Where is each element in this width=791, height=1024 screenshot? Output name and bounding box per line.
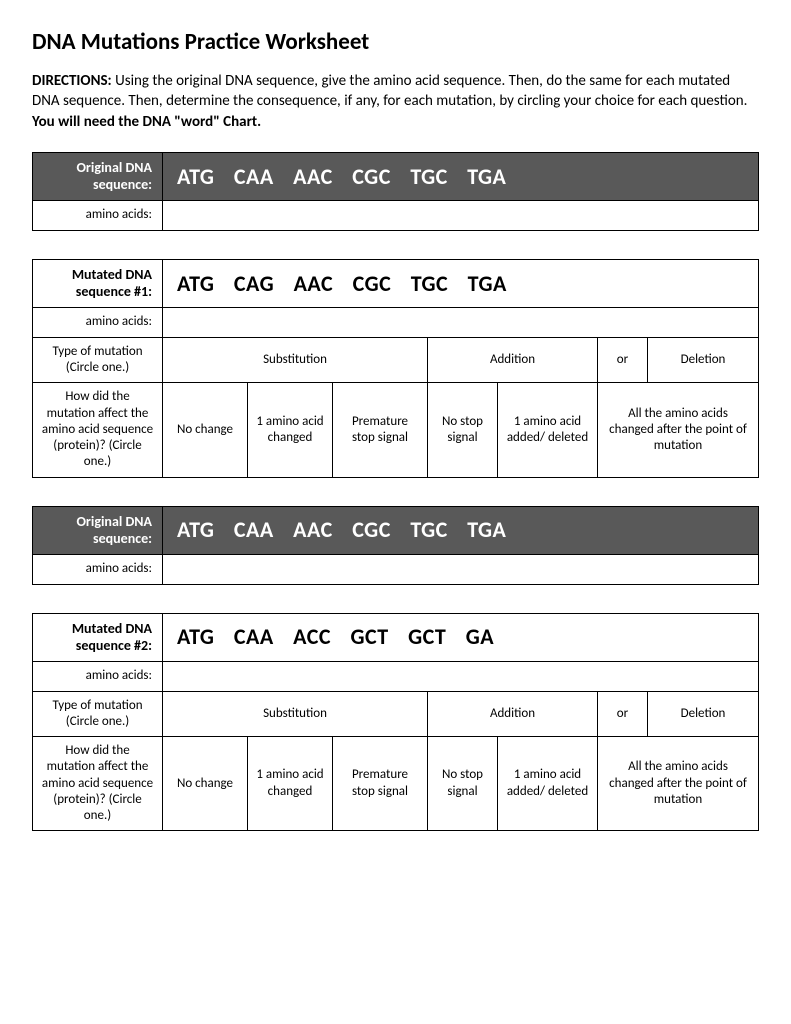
cell-amino-blank[interactable] xyxy=(163,307,759,337)
cell-mutated1-sequence: ATG CAG AAC CGC TGC TGA xyxy=(163,259,759,307)
original-sequence-table-1: Original DNA sequence: ATG CAA AAC CGC T… xyxy=(32,152,759,231)
cell-original-sequence: ATG CAA AAC CGC TGC TGA xyxy=(163,152,759,200)
mutated-sequence-table-1: Mutated DNA sequence #1: ATG CAG AAC CGC… xyxy=(32,259,759,478)
choice-substitution[interactable]: Substitution xyxy=(163,691,428,737)
directions-label: DIRECTIONS: xyxy=(32,72,112,90)
cell-original-sequence: ATG CAA AAC CGC TGC TGA xyxy=(163,506,759,554)
choice-addition[interactable]: Addition xyxy=(428,691,598,737)
choice-no-change[interactable]: No change xyxy=(163,383,248,477)
choice-substitution[interactable]: Substitution xyxy=(163,337,428,383)
cell-mutated2-sequence: ATG CAA ACC GCT GCT GA xyxy=(163,613,759,661)
choice-no-stop[interactable]: No stop signal xyxy=(428,383,498,477)
choice-or: or xyxy=(598,691,648,737)
choice-premature[interactable]: Premature stop signal xyxy=(333,737,428,831)
mutated-sequence-table-2: Mutated DNA sequence #2: ATG CAA ACC GCT… xyxy=(32,613,759,832)
cell-type-label: Type of mutation (Circle one.) xyxy=(33,337,163,383)
choice-no-stop[interactable]: No stop signal xyxy=(428,737,498,831)
cell-original-label: Original DNA sequence: xyxy=(33,152,163,200)
cell-amino-label: amino acids: xyxy=(33,661,163,691)
choice-addition[interactable]: Addition xyxy=(428,337,598,383)
choice-one-added[interactable]: 1 amino acid added/ deleted xyxy=(498,737,598,831)
cell-original-label: Original DNA sequence: xyxy=(33,506,163,554)
cell-amino-label: amino acids: xyxy=(33,200,163,230)
directions-tail: You will need the DNA "word" Chart. xyxy=(32,113,261,131)
choice-deletion[interactable]: Deletion xyxy=(648,337,759,383)
cell-amino-blank[interactable] xyxy=(163,554,759,584)
cell-amino-blank[interactable] xyxy=(163,200,759,230)
choice-all-changed[interactable]: All the amino acids changed after the po… xyxy=(598,737,759,831)
page-title: DNA Mutations Practice Worksheet xyxy=(32,28,759,56)
choice-one-amino[interactable]: 1 amino acid changed xyxy=(248,383,333,477)
choice-no-change[interactable]: No change xyxy=(163,737,248,831)
original-sequence-table-2: Original DNA sequence: ATG CAA AAC CGC T… xyxy=(32,506,759,585)
directions-paragraph: DIRECTIONS: Using the original DNA seque… xyxy=(32,71,759,132)
cell-mutated1-label: Mutated DNA sequence #1: xyxy=(33,259,163,307)
cell-type-label: Type of mutation (Circle one.) xyxy=(33,691,163,737)
choice-premature[interactable]: Premature stop signal xyxy=(333,383,428,477)
cell-effect-label: How did the mutation affect the amino ac… xyxy=(33,737,163,831)
cell-mutated2-label: Mutated DNA sequence #2: xyxy=(33,613,163,661)
cell-amino-label: amino acids: xyxy=(33,307,163,337)
cell-amino-label: amino acids: xyxy=(33,554,163,584)
choice-one-amino[interactable]: 1 amino acid changed xyxy=(248,737,333,831)
directions-text: Using the original DNA sequence, give th… xyxy=(32,72,747,110)
cell-effect-label: How did the mutation affect the amino ac… xyxy=(33,383,163,477)
choice-or: or xyxy=(598,337,648,383)
cell-amino-blank[interactable] xyxy=(163,661,759,691)
choice-deletion[interactable]: Deletion xyxy=(648,691,759,737)
choice-all-changed[interactable]: All the amino acids changed after the po… xyxy=(598,383,759,477)
choice-one-added[interactable]: 1 amino acid added/ deleted xyxy=(498,383,598,477)
